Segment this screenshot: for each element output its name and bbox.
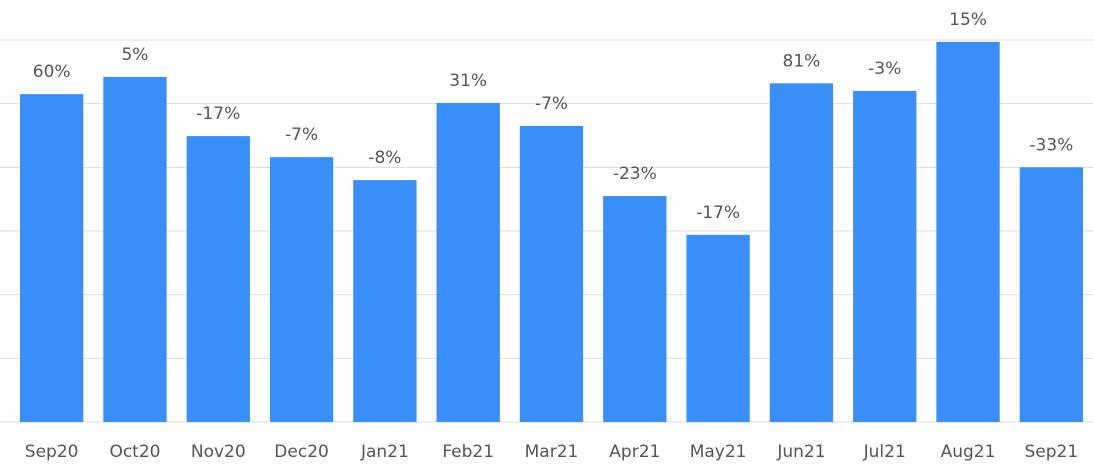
bar [103, 76, 167, 422]
x-tick-label: Apr21 [609, 442, 660, 462]
x-tick-label: Jul21 [863, 442, 906, 462]
x-tick-label: Mar21 [525, 442, 579, 462]
x-tick-label: Jan21 [360, 442, 409, 462]
bar-label: 81% [783, 51, 821, 71]
bar-label: 15% [949, 10, 987, 30]
bar [353, 180, 417, 422]
bar-label: -7% [535, 94, 568, 114]
bar-label: -17% [696, 203, 740, 223]
x-tick-label: Nov20 [191, 442, 246, 462]
bar [853, 90, 917, 422]
bar-label: -17% [196, 104, 240, 124]
x-tick-label: Sep20 [25, 442, 79, 462]
bar [936, 41, 1000, 422]
bar [1019, 167, 1084, 422]
bar-label: -33% [1029, 135, 1073, 155]
x-tick-label: Jun21 [776, 442, 825, 462]
bar-label: -23% [613, 164, 657, 184]
bar [769, 83, 834, 422]
bar-label: 5% [121, 45, 148, 65]
bar [186, 136, 250, 423]
bar-label: -3% [868, 59, 901, 79]
bar [603, 195, 667, 422]
x-tick-label: May21 [690, 442, 747, 462]
x-tick-label: Oct20 [109, 442, 160, 462]
x-tick-label: Aug21 [941, 442, 996, 462]
bar [686, 234, 750, 422]
bar [19, 94, 84, 422]
bar-label: -8% [368, 148, 401, 168]
x-tick-label: Sep21 [1025, 442, 1079, 462]
bar-label: -7% [285, 125, 318, 145]
bar [269, 157, 334, 422]
x-tick-label: Dec20 [274, 442, 329, 462]
x-tick-label: Feb21 [442, 442, 494, 462]
bar [519, 125, 584, 422]
bar-label: 60% [33, 62, 71, 82]
bar [436, 103, 500, 422]
bar-label: 31% [449, 71, 487, 91]
